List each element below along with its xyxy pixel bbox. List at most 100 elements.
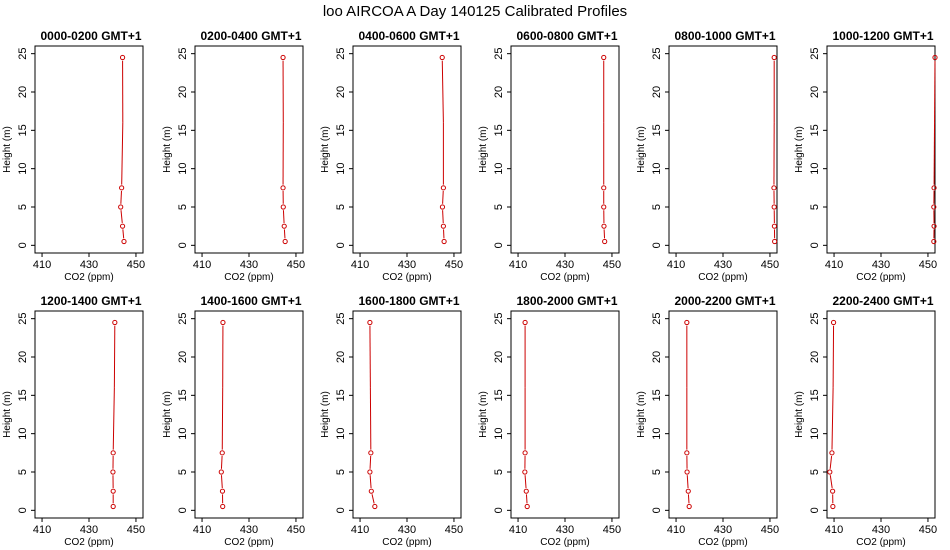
data-point (829, 450, 835, 456)
y-tick-label: 0 (493, 242, 505, 248)
data-point (771, 185, 777, 191)
y-tick-label: 0 (493, 507, 505, 513)
x-axis-label: CO2 (ppm) (382, 272, 431, 283)
x-tick-label: 410 (33, 524, 51, 536)
data-point (684, 469, 690, 475)
data-point (281, 223, 287, 229)
y-tick-label: 25 (17, 48, 29, 60)
profile-segment (112, 387, 115, 450)
y-tick-label: 10 (493, 163, 505, 175)
y-tick-label: 20 (17, 86, 29, 98)
y-tick-label: 0 (651, 242, 663, 248)
chart-panel: 2200-2400 GMT+1 0 5 10 15 20 25 410 430 450 CO2 (p… (794, 294, 937, 548)
y-tick-label: 5 (335, 204, 347, 210)
x-axis-label: CO2 (ppm) (698, 272, 747, 283)
figure-title: loo AIRCOA A Day 140125 Calibrated Profi… (323, 3, 627, 20)
x-tick-label: 410 (351, 259, 369, 271)
x-tick-label: 450 (761, 524, 779, 536)
data-point (932, 54, 938, 61)
y-tick-label: 20 (177, 351, 189, 363)
data-point (219, 450, 225, 456)
x-tick-label: 430 (714, 524, 732, 536)
data-point (440, 223, 446, 229)
y-tick-label: 15 (651, 389, 663, 401)
data-point (372, 503, 378, 510)
profile-segment (829, 455, 833, 469)
chart-panel: 1600-1800 GMT+1 0 5 10 15 20 25 410 430 450 CO2 (p… (320, 294, 463, 548)
y-tick-label: 25 (651, 313, 663, 325)
profile-segment (442, 210, 444, 223)
y-tick-label: 10 (651, 428, 663, 440)
x-tick-label: 450 (919, 259, 937, 271)
y-tick-label: 5 (651, 469, 663, 475)
x-tick-label: 450 (919, 524, 937, 536)
data-point (119, 223, 126, 229)
data-point (368, 488, 374, 494)
data-point (523, 488, 529, 494)
data-point (601, 223, 607, 229)
data-point (827, 469, 833, 475)
data-point (686, 503, 692, 510)
x-tick-label: 430 (714, 259, 732, 271)
y-tick-label: 0 (177, 507, 189, 513)
data-point (601, 185, 607, 191)
profile-segment (524, 475, 527, 489)
x-axis-label: CO2 (ppm) (382, 537, 431, 548)
x-tick-label: 410 (193, 259, 211, 271)
data-point (367, 469, 373, 475)
y-axis-label: Height (m) (636, 391, 647, 438)
y-tick-label: 5 (17, 469, 29, 475)
data-point (684, 450, 690, 456)
panel-title: 1400-1600 GMT+1 (200, 294, 301, 308)
y-axis-label: Height (m) (794, 391, 805, 438)
x-tick-label: 410 (825, 259, 843, 271)
data-point (218, 469, 224, 475)
profile-segment (120, 191, 122, 204)
profile-segment (122, 229, 125, 239)
panel-title: 0000-0200 GMT+1 (40, 29, 141, 43)
y-tick-label: 20 (651, 86, 663, 98)
data-point (367, 319, 373, 326)
data-point (112, 319, 118, 326)
x-tick-label: 450 (445, 524, 463, 536)
y-tick-label: 20 (17, 351, 29, 363)
profile-segment (283, 229, 286, 239)
data-point (601, 204, 607, 210)
y-tick-label: 25 (17, 313, 29, 325)
data-point (772, 238, 778, 245)
y-tick-label: 25 (493, 313, 505, 325)
x-tick-label: 450 (127, 524, 145, 536)
profile-segment (282, 210, 285, 223)
y-tick-label: 20 (335, 351, 347, 363)
data-point (601, 54, 607, 61)
y-tick-label: 25 (809, 313, 821, 325)
y-tick-label: 10 (17, 428, 29, 440)
panel-title: 0400-0600 GMT+1 (358, 29, 459, 43)
data-point (602, 238, 608, 245)
x-axis-label: CO2 (ppm) (540, 537, 589, 548)
data-point (220, 503, 226, 510)
y-tick-label: 5 (651, 204, 663, 210)
data-point (830, 503, 836, 510)
data-point (931, 185, 937, 191)
data-point (522, 469, 528, 475)
y-tick-label: 5 (17, 204, 29, 210)
x-tick-label: 410 (667, 524, 685, 536)
data-point (280, 204, 286, 210)
x-tick-label: 450 (127, 259, 145, 271)
profile-segment (441, 60, 444, 123)
profile-segment (831, 387, 834, 450)
data-point (368, 450, 374, 456)
y-tick-label: 10 (177, 428, 189, 440)
y-tick-label: 10 (809, 163, 821, 175)
chart-panel: 2000-2200 GMT+1 0 5 10 15 20 25 410 430 450 CO2 (p… (636, 294, 779, 548)
x-tick-label: 410 (509, 259, 527, 271)
chart-panel: 0000-0200 GMT+1 0 5 10 15 20 25 410 430 450 CO2 (p… (2, 29, 145, 283)
x-tick-label: 430 (80, 259, 98, 271)
chart-panel: 0800-1000 GMT+1 0 5 10 15 20 25 410 430 450 CO2 (p… (636, 29, 779, 283)
y-tick-label: 15 (17, 124, 29, 136)
profile-segment (369, 475, 372, 489)
y-tick-label: 25 (177, 313, 189, 325)
x-tick-label: 410 (351, 524, 369, 536)
y-tick-label: 5 (493, 469, 505, 475)
